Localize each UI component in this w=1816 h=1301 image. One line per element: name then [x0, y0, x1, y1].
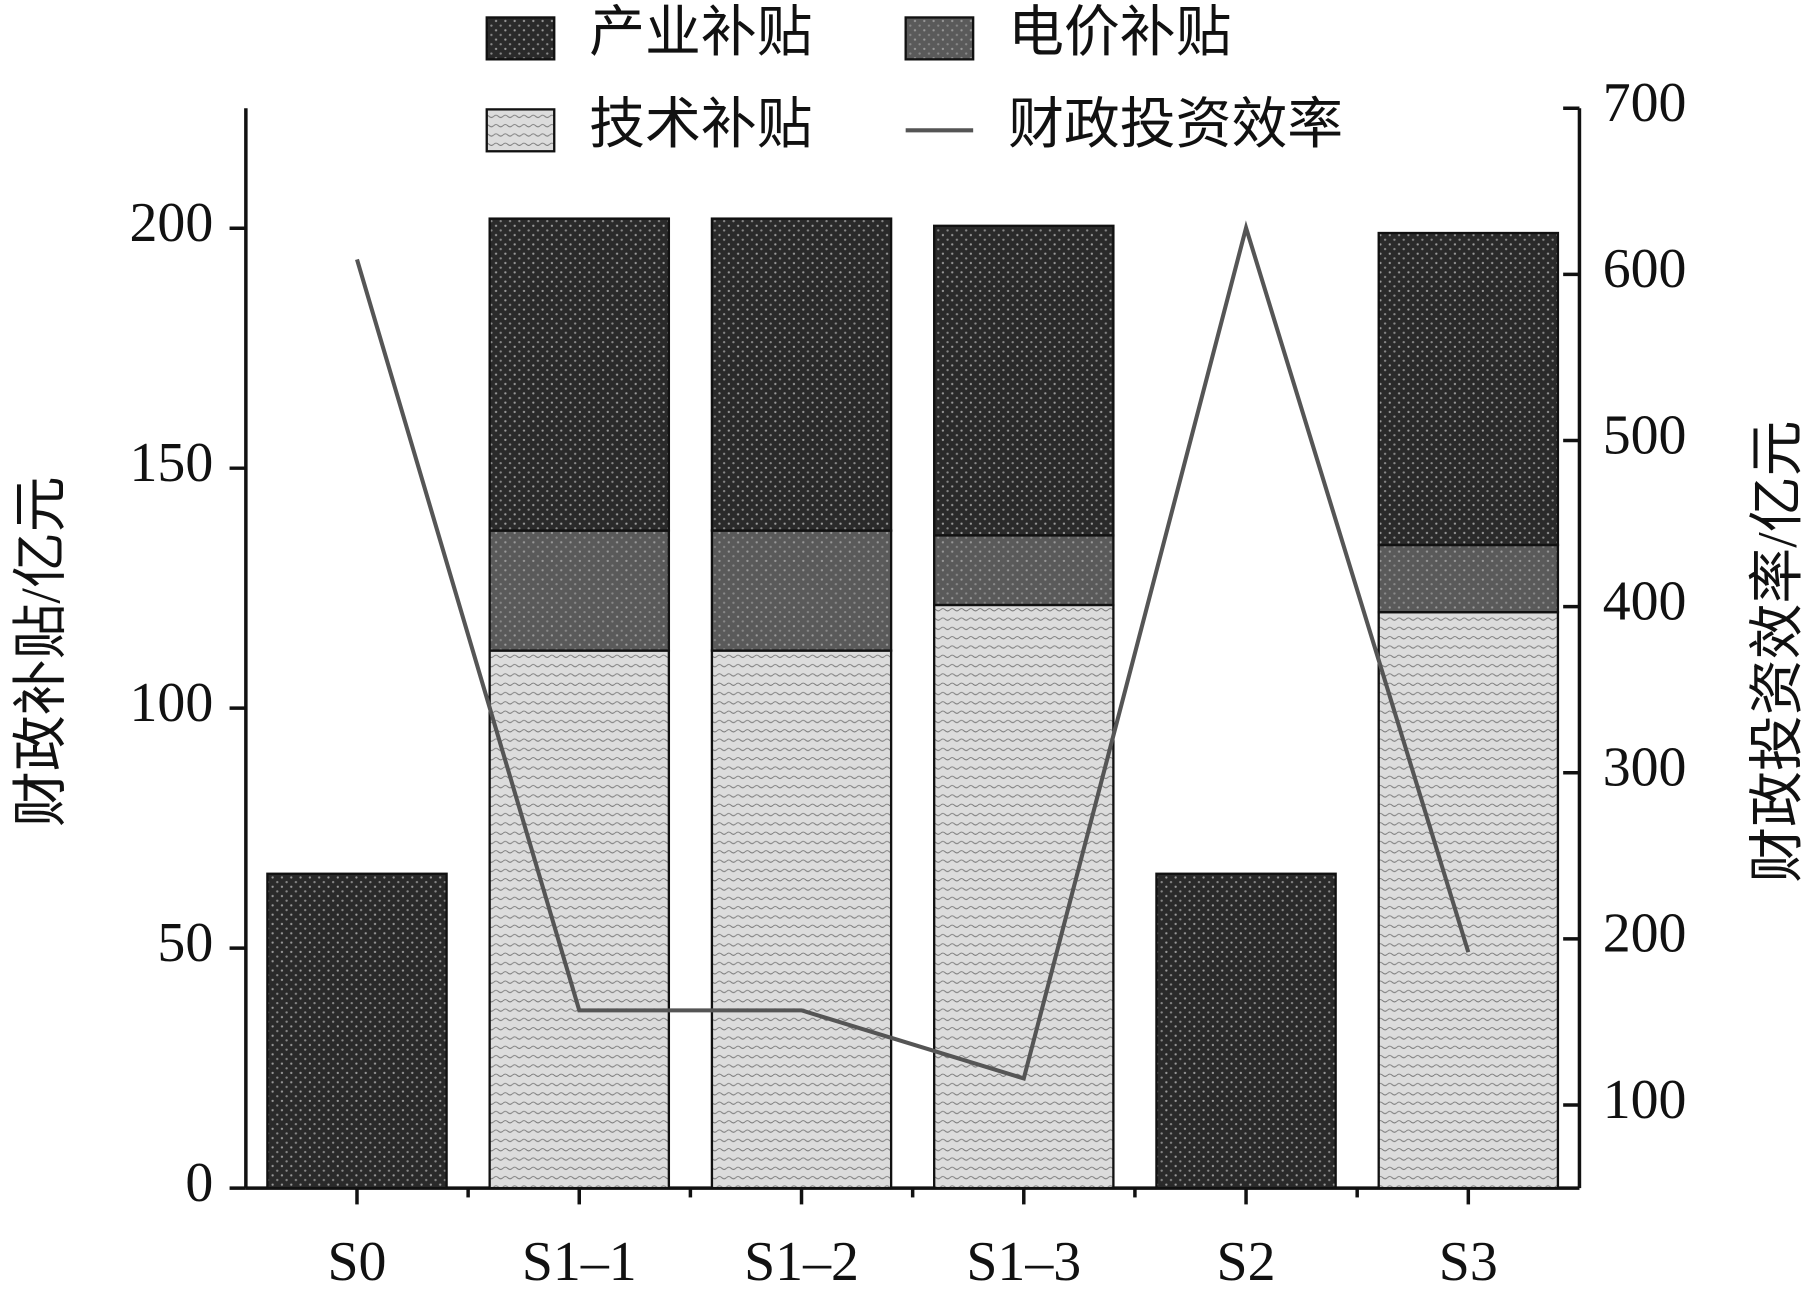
bar-segment	[488, 649, 671, 1190]
bar-segment	[933, 603, 1115, 1190]
y-tick-label: 200	[130, 192, 214, 254]
x-tick-label: S2	[1217, 1231, 1276, 1293]
y-axis-title: 财政补贴/亿元	[11, 476, 73, 827]
legend-label: 产业补贴	[589, 2, 812, 64]
bar-segment	[1377, 231, 1560, 547]
x-tick-label: S0	[328, 1231, 387, 1293]
efficiency-line	[355, 220, 1471, 1082]
y-tick-label: 150	[130, 432, 214, 494]
x-tick-label: S1–2	[744, 1231, 859, 1293]
legend-label: 财政投资效率	[1008, 94, 1343, 156]
y2-tick-label: 300	[1603, 737, 1687, 799]
y-tick-label: 0	[185, 1152, 213, 1214]
bar-segment	[1377, 543, 1560, 614]
bar-segment	[488, 217, 671, 532]
y-tick-label: 50	[157, 912, 213, 974]
bar-segment	[933, 224, 1115, 537]
legend-label: 技术补贴	[589, 94, 812, 156]
y2-tick-label: 700	[1603, 72, 1687, 134]
x-tick-label: S3	[1439, 1231, 1498, 1293]
bar-segment	[710, 529, 893, 652]
bar-segment	[933, 534, 1115, 607]
y2-axis-title: 财政投资效率/亿元	[1747, 421, 1809, 883]
bar-segment	[710, 649, 893, 1190]
bar-segment	[710, 217, 893, 532]
y2-tick-label: 200	[1603, 903, 1687, 965]
legend-label: 电价补贴	[1008, 2, 1231, 64]
y2-tick-label: 100	[1603, 1069, 1687, 1131]
x-tick-label: S1–3	[966, 1231, 1081, 1293]
y2-tick-label: 600	[1603, 238, 1687, 300]
y2-tick-label: 500	[1603, 404, 1687, 466]
bar-segment	[1155, 872, 1337, 1190]
y-tick-label: 100	[130, 672, 214, 734]
bar-segment	[266, 872, 448, 1190]
bar-segment	[488, 529, 671, 652]
y2-tick-label: 400	[1603, 570, 1687, 632]
legend-swatch	[485, 108, 556, 153]
x-tick-label: S1–1	[522, 1231, 637, 1293]
legend-swatch	[904, 16, 975, 61]
legend-swatch	[485, 16, 556, 61]
bar-segment	[1377, 611, 1560, 1190]
